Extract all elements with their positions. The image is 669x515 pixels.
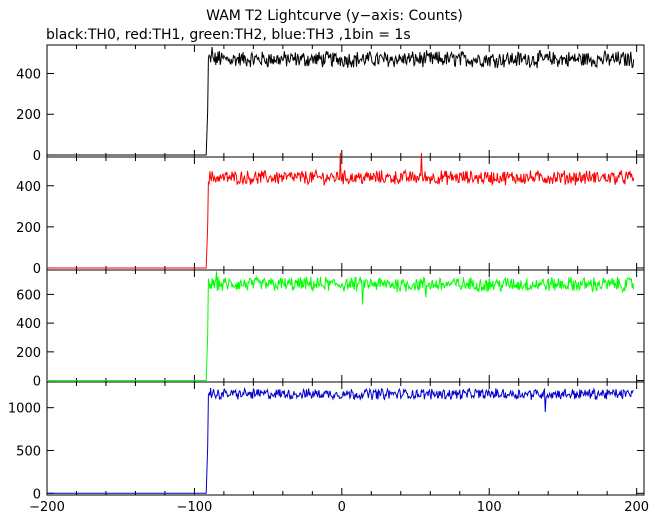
panel-frame-th3 [46,381,645,496]
x-tick-label: 0 [338,500,346,515]
y-tick-label: 0 [33,487,41,502]
y-tick-label: 400 [16,317,41,332]
chart-subtitle: black:TH0, red:TH1, green:TH2, blue:TH3 … [46,27,411,43]
chart-title: WAM T2 Lightcurve (y−axis: Counts) [206,8,463,24]
x-tick-label: 200 [624,500,649,515]
y-tick-label: 0 [33,262,41,277]
y-tick-label: 0 [33,375,41,390]
y-tick-label: 500 [16,444,41,459]
x-tick-label: −100 [177,500,213,515]
y-tick-label: 200 [16,221,41,236]
y-tick-label: 600 [16,288,41,303]
y-tick-label: 200 [16,108,41,123]
y-tick-label: 400 [16,180,41,195]
y-tick-label: 0 [33,149,41,164]
series-line-th0 [47,46,635,156]
series-line-th3 [47,386,634,494]
y-tick-label: 1000 [8,402,41,417]
series-line-th2 [47,271,635,382]
x-tick-label: 100 [477,500,502,515]
y-tick-label: 400 [16,68,41,83]
x-tick-label: −200 [29,500,65,515]
series-line-th1 [47,152,635,269]
y-tick-label: 200 [16,346,41,361]
